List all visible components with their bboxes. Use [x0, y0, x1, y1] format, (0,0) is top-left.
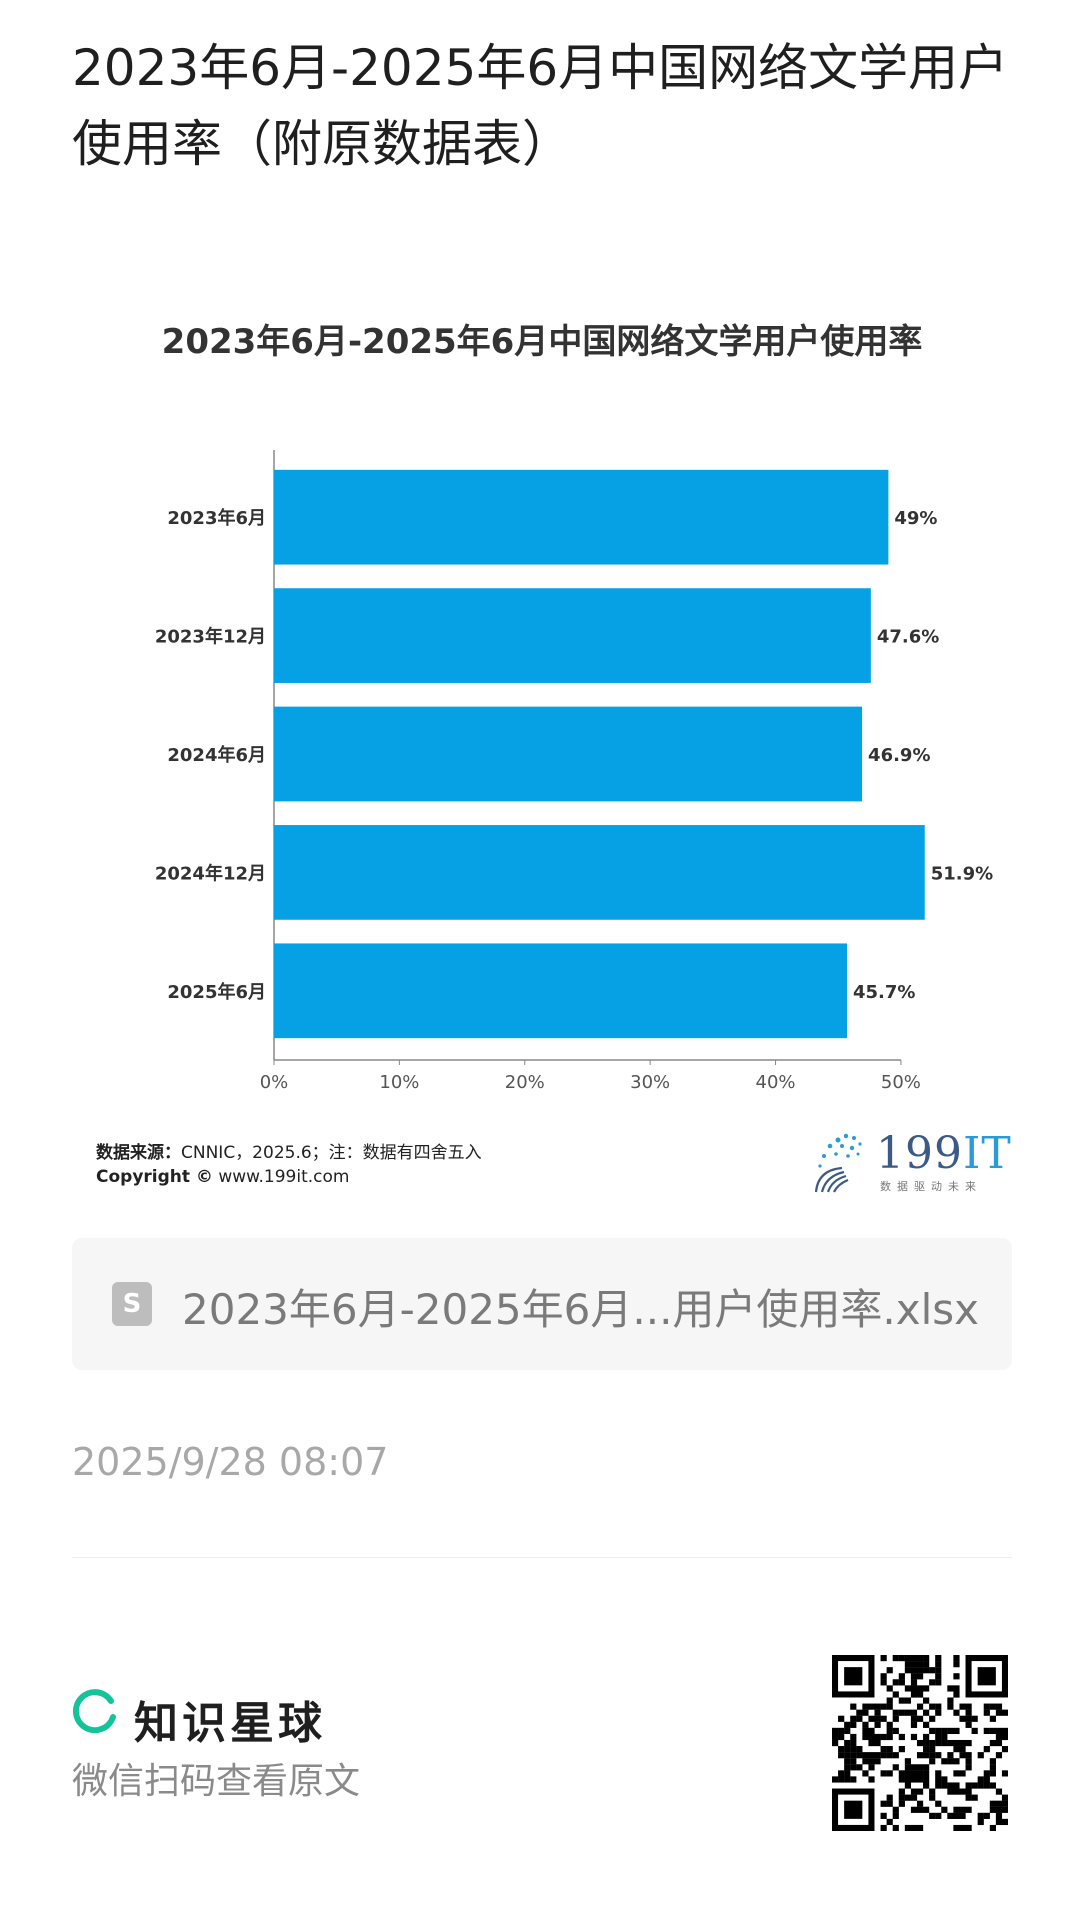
- dandelion-logo-icon: [814, 1133, 862, 1193]
- bar: [274, 825, 925, 920]
- chart-title: 2023年6月-2025年6月中国网络文学用户使用率: [161, 322, 923, 362]
- x-tick-label: 30%: [630, 1072, 670, 1090]
- logo-tagline: 数据驱动未来: [880, 1180, 982, 1193]
- zsxq-logo-icon: [72, 1689, 116, 1734]
- bar: [274, 469, 889, 565]
- x-tick-label: 50%: [881, 1072, 921, 1090]
- attachment-card[interactable]: S 2023年6月-2025年6月...用户使用率.xlsx: [72, 1238, 1012, 1370]
- bar-chart: 2023年6月 49% 2023年12月 47.6% 2024年6月 46.9% 2024年…: [155, 450, 993, 1090]
- logo-wordmark: 199IT: [876, 1128, 1012, 1179]
- source-text: CNNIC，2025.6；注：数据有四舍五入: [181, 1143, 482, 1163]
- category-label: 2024年12月: [155, 862, 266, 884]
- divider: [72, 1557, 1012, 1558]
- x-tick-label: 0%: [260, 1072, 289, 1090]
- x-tick-label: 10%: [379, 1072, 419, 1090]
- category-label: 2024年6月: [167, 744, 266, 766]
- copyright-url: www.199it.com: [218, 1167, 350, 1187]
- value-label: 45.7%: [853, 982, 915, 1003]
- brand-name: 知识星球: [134, 1698, 326, 1749]
- value-label: 51.9%: [931, 863, 993, 884]
- page-title: 2023年6月-2025年6月中国网络文学用户使用率（附原数据表）: [72, 39, 1009, 173]
- post-timestamp: 2025/9/28 08:07: [72, 1440, 389, 1484]
- category-label: 2023年12月: [155, 626, 266, 648]
- attachment-filename[interactable]: 2023年6月-2025年6月...用户使用率.xlsx: [182, 1285, 980, 1334]
- data-source-note: 数据来源：CNNIC，2025.6；注：数据有四舍五入: [96, 1138, 482, 1163]
- x-tick-label: 20%: [505, 1072, 545, 1090]
- value-label: 47.6%: [877, 627, 939, 648]
- bar: [274, 943, 848, 1039]
- source-label: 数据来源：: [96, 1143, 181, 1163]
- value-label: 49%: [894, 508, 937, 529]
- chart-image: 2023年6月-2025年6月中国网络文学用户使用率 2023年6月 49% 202…: [72, 290, 1012, 1210]
- 199it-logo: 199IT 数据驱动未来: [808, 1126, 1011, 1196]
- copyright-label: Copyright ©: [96, 1167, 213, 1187]
- spreadsheet-file-icon: S: [112, 1282, 152, 1326]
- category-label: 2023年6月: [167, 507, 266, 529]
- x-tick-label: 40%: [756, 1072, 796, 1090]
- qr-code[interactable]: [832, 1655, 1008, 1831]
- scan-hint: 微信扫码查看原文: [72, 1761, 361, 1802]
- copyright-note: Copyright © www.199it.com: [96, 1167, 349, 1187]
- bar: [274, 706, 863, 802]
- category-label: 2025年6月: [167, 981, 266, 1003]
- value-label: 46.9%: [868, 745, 930, 766]
- bar: [274, 588, 871, 683]
